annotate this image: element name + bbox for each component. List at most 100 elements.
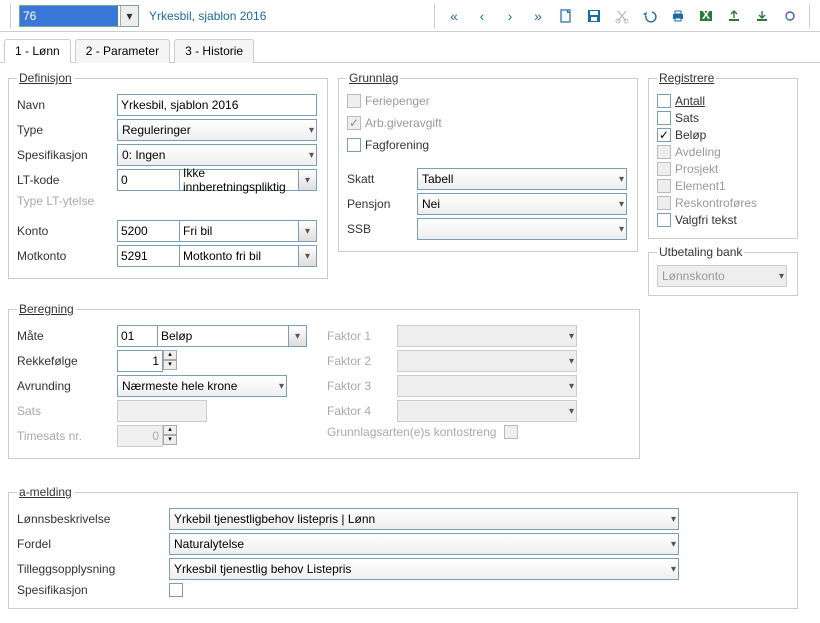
lt-code[interactable]: 0: [118, 170, 180, 190]
navn-input[interactable]: [117, 94, 317, 116]
faktor3-label: Faktor 3: [327, 379, 397, 393]
chevron-down-icon: ▾: [569, 381, 574, 392]
arb-label: Arb.giveravgift: [365, 116, 442, 130]
rekke-input[interactable]: [117, 350, 163, 372]
amelding-spes-label: Spesifikasjon: [17, 583, 169, 597]
skatt-label: Skatt: [347, 172, 417, 186]
registrere-group: Registrere AntallSats✓BeløpAvdelingProsj…: [648, 71, 798, 239]
new-icon[interactable]: [555, 5, 577, 27]
chevron-down-icon: ▾: [779, 271, 784, 282]
refresh-icon[interactable]: [779, 5, 801, 27]
spes-select[interactable]: 0: Ingen▾: [117, 144, 317, 166]
registrere-checkbox: [657, 145, 671, 159]
nav-prev-icon[interactable]: ‹: [471, 5, 493, 27]
amelding-spes-checkbox[interactable]: [169, 583, 183, 597]
registrere-checkbox[interactable]: [657, 94, 671, 108]
registrere-legend: Registrere: [657, 71, 716, 85]
registrere-checkbox[interactable]: [657, 213, 671, 227]
tab-lonn[interactable]: 1 - Lønn: [4, 39, 71, 63]
avrund-select[interactable]: Nærmeste hele krone▾: [117, 375, 287, 397]
chevron-down-icon: ▾: [569, 331, 574, 342]
feriepenger-checkbox: [347, 94, 361, 108]
print-icon[interactable]: [667, 5, 689, 27]
mate-combo[interactable]: 01 Beløp ▾: [117, 325, 307, 347]
chevron-down-icon[interactable]: ▾: [298, 246, 316, 266]
registrere-checkbox[interactable]: [657, 111, 671, 125]
toolbar: ▾ Yrkesbil, sjablon 2016 « ‹ › » X: [0, 0, 820, 32]
registrere-item: Valgfri tekst: [657, 213, 789, 227]
toolbar-separator: [10, 4, 11, 28]
motkonto-label: Motkonto: [17, 249, 117, 263]
registrere-item: Sats: [657, 111, 789, 125]
type-value: Reguleringer: [122, 123, 191, 137]
excel-icon[interactable]: X: [695, 5, 717, 27]
chevron-down-icon[interactable]: ▾: [298, 170, 316, 190]
ssb-select[interactable]: ▾: [417, 218, 627, 240]
arb-checkbox: ✓: [347, 116, 361, 130]
registrere-label: Prosjekt: [675, 162, 718, 176]
tab-parameter[interactable]: 2 - Parameter: [75, 39, 170, 63]
save-icon[interactable]: [583, 5, 605, 27]
fordel-value: Naturalytelse: [174, 537, 244, 551]
type-label: Type: [17, 123, 117, 137]
mate-code[interactable]: 01: [118, 326, 158, 346]
sats-label: Sats: [17, 404, 117, 418]
type-select[interactable]: Reguleringer ▾: [117, 119, 317, 141]
registrere-checkbox[interactable]: ✓: [657, 128, 671, 142]
konto-combo[interactable]: 5200 Fri bil ▾: [117, 220, 317, 242]
registrere-item: Element1: [657, 179, 789, 193]
fordel-label: Fordel: [17, 537, 169, 551]
registrere-checkbox: [657, 196, 671, 210]
spinner-down-icon[interactable]: ▾: [163, 360, 177, 370]
export-icon[interactable]: [723, 5, 745, 27]
pensjon-value: Nei: [422, 197, 440, 211]
registrere-label: Reskontroføres: [675, 196, 757, 210]
ssb-label: SSB: [347, 222, 417, 236]
pensjon-select[interactable]: Nei▾: [417, 193, 627, 215]
registrere-item: Prosjekt: [657, 162, 789, 176]
registrere-item: Antall: [657, 94, 789, 108]
skatt-select[interactable]: Tabell▾: [417, 168, 627, 190]
definisjon-group: Definisjon Navn Type Reguleringer▾ Spesi…: [8, 71, 328, 279]
chevron-down-icon[interactable]: ▾: [288, 326, 306, 346]
faktor2-label: Faktor 2: [327, 354, 397, 368]
registrere-checkbox: [657, 179, 671, 193]
record-id-input[interactable]: [20, 6, 118, 26]
spinner-up-icon: ▴: [163, 425, 177, 435]
fordel-select[interactable]: Naturalytelse▾: [169, 533, 679, 555]
spinner-up-icon[interactable]: ▴: [163, 350, 177, 360]
chevron-down-icon[interactable]: ▾: [120, 6, 138, 26]
chevron-down-icon: ▾: [569, 356, 574, 367]
cut-icon[interactable]: [611, 5, 633, 27]
chevron-down-icon[interactable]: ▾: [298, 221, 316, 241]
utbetaling-value: Lønnskonto: [662, 269, 725, 283]
timesats-label: Timesats nr.: [17, 429, 117, 443]
nav-next-icon[interactable]: ›: [499, 5, 521, 27]
motkonto-combo[interactable]: 5291 Motkonto fri bil ▾: [117, 245, 317, 267]
konto-text: Fri bil: [180, 221, 298, 241]
tab-historie[interactable]: 3 - Historie: [174, 39, 254, 63]
chevron-down-icon: ▾: [279, 381, 284, 392]
rekke-spinner[interactable]: ▴▾: [163, 350, 177, 372]
motkonto-code[interactable]: 5291: [118, 246, 180, 266]
chevron-down-icon: ▾: [309, 125, 314, 136]
lt-combo[interactable]: 0 Ikke innberetningspliktig ▾: [117, 169, 317, 191]
chevron-down-icon: ▾: [671, 564, 676, 575]
lonns-select[interactable]: Yrkebil tjenestligbehov listepris | Lønn…: [169, 508, 679, 530]
utbetaling-legend: Utbetaling bank: [657, 245, 744, 259]
tillegg-select[interactable]: Yrkesbil tjenestlig behov Listepris▾: [169, 558, 679, 580]
faktor1-label: Faktor 1: [327, 329, 397, 343]
fagforening-checkbox[interactable]: [347, 138, 361, 152]
registrere-label: Sats: [675, 111, 699, 125]
konto-code[interactable]: 5200: [118, 221, 180, 241]
undo-icon[interactable]: [639, 5, 661, 27]
nav-first-icon[interactable]: «: [443, 5, 465, 27]
import-icon[interactable]: [751, 5, 773, 27]
spes-value: 0: Ingen: [122, 148, 165, 162]
toolbar-separator: [434, 4, 435, 28]
nav-last-icon[interactable]: »: [527, 5, 549, 27]
beregning-legend: Beregning: [17, 302, 76, 316]
faktor2-select: ▾: [397, 350, 577, 372]
timesats-input: [117, 425, 163, 447]
record-id-combo[interactable]: ▾: [19, 5, 139, 27]
